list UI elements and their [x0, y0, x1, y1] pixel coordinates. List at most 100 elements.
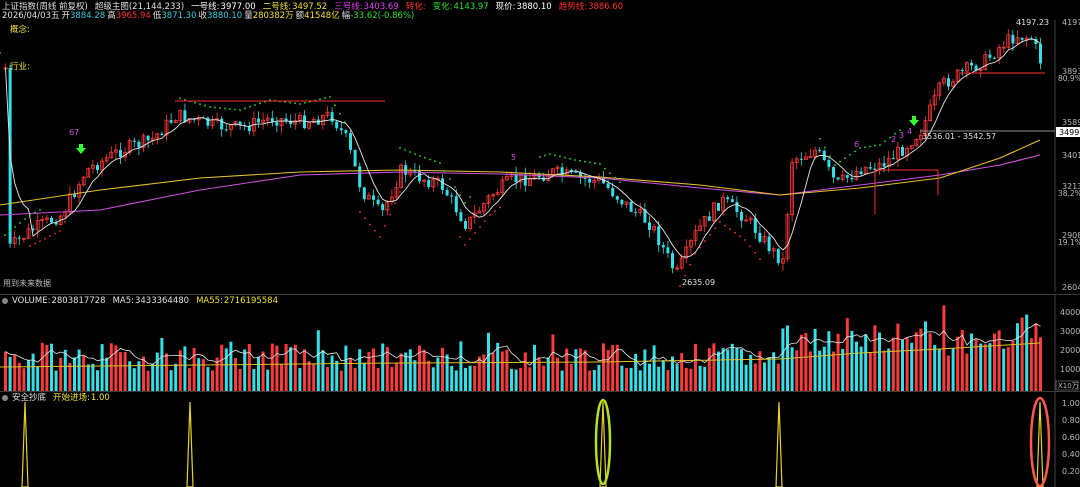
volume-bar [956, 336, 960, 391]
candle [804, 156, 808, 160]
trail-dot [39, 240, 41, 242]
candle [684, 246, 689, 259]
volume-label: VOLUME: [12, 296, 51, 306]
volume-bar [45, 344, 49, 391]
candle [873, 168, 877, 171]
trail-dot [569, 157, 571, 160]
volume-value: 2803817728 [51, 296, 106, 306]
volume-bar [1011, 340, 1015, 391]
signal-header: 安全抄底 开始进场: 1.00 [2, 393, 110, 403]
volume-bar [1016, 323, 1019, 391]
volume-bar [625, 367, 628, 391]
settings-dot-icon[interactable] [2, 298, 8, 304]
volume-bar [206, 367, 210, 391]
candle [965, 62, 969, 72]
volume-bar [275, 345, 279, 391]
trail-dot [29, 245, 31, 247]
trail-dot [29, 214, 31, 216]
l3-value: 3403.69 [363, 2, 399, 12]
entry-signal-spike [186, 401, 194, 487]
volume-bar [1006, 347, 1010, 391]
candle [634, 211, 638, 213]
axis-tick: 3893 [1062, 67, 1080, 76]
trail-dot [259, 102, 261, 105]
high-label: 高 [107, 11, 116, 21]
volume-bar [993, 333, 996, 391]
candle [785, 214, 790, 260]
candle [726, 197, 730, 200]
candle [532, 174, 537, 180]
trail-dot [549, 153, 551, 155]
candle [500, 179, 505, 194]
volume-bar [155, 352, 159, 391]
volume-bar [31, 353, 35, 391]
candle [648, 222, 651, 230]
study-name[interactable]: 超级主图(21,144,233) [94, 2, 185, 12]
volume-bar [905, 337, 909, 391]
trail-dot [844, 157, 846, 160]
candle [137, 141, 141, 148]
volume-bar [450, 365, 454, 391]
volume-bar [381, 343, 385, 391]
candle [477, 210, 482, 214]
volume-bar [795, 350, 799, 391]
volume-bar [266, 369, 270, 391]
volume-bar [891, 337, 895, 391]
volume-bar [132, 368, 136, 391]
volume-bar [514, 369, 518, 391]
entry-signal-spike [1036, 401, 1044, 487]
price-value: 3880.10 [516, 2, 552, 12]
entry-signal-spike [21, 401, 29, 487]
trail-dot [59, 230, 61, 232]
candle [551, 168, 555, 176]
signal-sub-label: 开始进场: [53, 393, 90, 403]
trail-dot [589, 161, 591, 164]
candle [978, 69, 983, 71]
volume-chart[interactable]: 40000 30000 20000 10000 X10万 [0, 295, 1080, 392]
candle [422, 179, 427, 182]
volume-bar [827, 331, 831, 391]
axis-tick: 3589 [1062, 118, 1080, 127]
volume-bar [8, 356, 12, 391]
candle [275, 122, 279, 126]
candle [579, 172, 582, 178]
volume-bar [809, 351, 812, 391]
candle [970, 62, 973, 66]
signal-chart[interactable]: 1.00 0.80 0.60 0.40 0.20 [0, 392, 1080, 487]
count-annotation: 2 [891, 135, 896, 144]
settings-dot-icon[interactable] [2, 395, 8, 401]
candle [588, 178, 592, 183]
trail-dot [219, 107, 221, 109]
candle [629, 201, 633, 212]
volume-bar [592, 369, 596, 391]
volume-bar [298, 368, 302, 391]
index-name[interactable]: 上证指数(周线 前复权) [2, 2, 88, 12]
candle [901, 147, 904, 156]
axis-tick: 30000 [1060, 327, 1080, 336]
count-annotation: 4 [907, 127, 912, 136]
candle [643, 209, 647, 223]
trail-dot [879, 144, 881, 146]
volume-bar [335, 360, 339, 391]
l1-label: 一号线: [191, 2, 220, 12]
candle [418, 170, 421, 182]
volume-ma55-line [0, 342, 1041, 368]
trail-dot [754, 251, 756, 254]
volume-bar [169, 370, 173, 391]
price-chart[interactable]: 4197.23 2635.09 3536.01 - 3542.57 67 5 6… [0, 0, 1080, 295]
entry-signal-spike [599, 401, 607, 487]
volume-bar [178, 350, 182, 391]
volume-bar [307, 361, 311, 391]
low-annotation: 2635.09 [682, 278, 715, 287]
volume-bar [344, 345, 348, 391]
volume-bar [243, 349, 247, 391]
trail-dot [759, 258, 761, 261]
trail-dot [869, 145, 871, 148]
trail-dot [39, 209, 41, 211]
trail-dot [194, 101, 196, 104]
candle [114, 149, 118, 153]
candle [311, 119, 316, 124]
box-line [874, 169, 939, 214]
volume-bar [316, 330, 320, 391]
volume-bar [924, 321, 927, 391]
